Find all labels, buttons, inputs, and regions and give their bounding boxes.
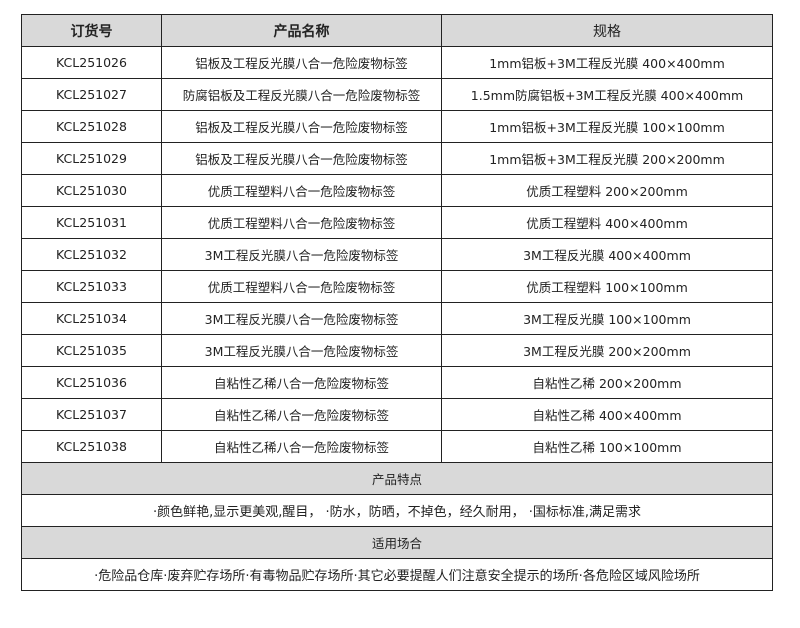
header-spec: 规格 xyxy=(441,14,773,47)
table-row: KCL251033 优质工程塑料八合一危险废物标签 优质工程塑料 100×100mm xyxy=(21,270,773,303)
product-name-cell: 自粘性乙稀八合一危险废物标签 xyxy=(161,366,442,399)
product-name-cell: 3M工程反光膜八合一危险废物标签 xyxy=(161,334,442,367)
order-no-cell: KCL251033 xyxy=(21,270,162,303)
order-no-cell: KCL251032 xyxy=(21,238,162,271)
header-row: 订货号 产品名称 规格 xyxy=(21,14,773,47)
spec-cell: 1mm铝板+3M工程反光膜 100×100mm xyxy=(441,110,773,143)
product-name-cell: 优质工程塑料八合一危险废物标签 xyxy=(161,174,442,207)
table-row: KCL251026 铝板及工程反光膜八合一危险废物标签 1mm铝板+3M工程反光膜 … xyxy=(21,46,773,79)
header-order-no: 订货号 xyxy=(21,14,162,47)
product-name-cell: 铝板及工程反光膜八合一危险废物标签 xyxy=(161,142,442,175)
product-name-cell: 自粘性乙稀八合一危险废物标签 xyxy=(161,398,442,431)
product-name-cell: 优质工程塑料八合一危险废物标签 xyxy=(161,206,442,239)
order-no-cell: KCL251027 xyxy=(21,78,162,111)
table-row: KCL251032 3M工程反光膜八合一危险废物标签 3M工程反光膜 400×400… xyxy=(21,238,773,271)
spec-cell: 优质工程塑料 100×100mm xyxy=(441,270,773,303)
order-no-cell: KCL251028 xyxy=(21,110,162,143)
table-row: KCL251028 铝板及工程反光膜八合一危险废物标签 1mm铝板+3M工程反光膜 … xyxy=(21,110,773,143)
header-product-name: 产品名称 xyxy=(161,14,442,47)
table-row: KCL251035 3M工程反光膜八合一危险废物标签 3M工程反光膜 200×200… xyxy=(21,334,773,367)
product-name-cell: 3M工程反光膜八合一危险废物标签 xyxy=(161,302,442,335)
product-table: 订货号 产品名称 规格 KCL251026 铝板及工程反光膜八合一危险废物标签 1m… xyxy=(21,14,773,591)
spec-cell: 1mm铝板+3M工程反光膜 400×400mm xyxy=(441,46,773,79)
table-row: KCL251031 优质工程塑料八合一危险废物标签 优质工程塑料 400×400mm xyxy=(21,206,773,239)
product-name-cell: 自粘性乙稀八合一危险废物标签 xyxy=(161,430,442,463)
table-row: KCL251037 自粘性乙稀八合一危险废物标签 自粘性乙稀 400×400mm xyxy=(21,398,773,431)
table-row: KCL251027 防腐铝板及工程反光膜八合一危险废物标签 1.5mm防腐铝板+3M… xyxy=(21,78,773,111)
table-row: KCL251036 自粘性乙稀八合一危险废物标签 自粘性乙稀 200×200mm xyxy=(21,366,773,399)
usage-text: ·危险品仓库·废弃贮存场所·有毒物品贮存场所·其它必要提醒人们注意安全提示的场所… xyxy=(21,558,773,591)
product-name-cell: 3M工程反光膜八合一危险废物标签 xyxy=(161,238,442,271)
product-name-cell: 防腐铝板及工程反光膜八合一危险废物标签 xyxy=(161,78,442,111)
usage-title: 适用场合 xyxy=(21,526,773,559)
spec-cell: 1.5mm防腐铝板+3M工程反光膜 400×400mm xyxy=(441,78,773,111)
product-name-cell: 优质工程塑料八合一危险废物标签 xyxy=(161,270,442,303)
order-no-cell: KCL251036 xyxy=(21,366,162,399)
spec-cell: 3M工程反光膜 400×400mm xyxy=(441,238,773,271)
order-no-cell: KCL251034 xyxy=(21,302,162,335)
features-text: ·颜色鲜艳,显示更美观,醒目， ·防水，防晒，不掉色，经久耐用， ·国标标准,满… xyxy=(21,494,773,527)
order-no-cell: KCL251026 xyxy=(21,46,162,79)
features-title: 产品特点 xyxy=(21,462,773,495)
spec-cell: 3M工程反光膜 200×200mm xyxy=(441,334,773,367)
spec-cell: 优质工程塑料 200×200mm xyxy=(441,174,773,207)
spec-cell: 自粘性乙稀 400×400mm xyxy=(441,398,773,431)
order-no-cell: KCL251038 xyxy=(21,430,162,463)
spec-cell: 自粘性乙稀 100×100mm xyxy=(441,430,773,463)
spec-cell: 优质工程塑料 400×400mm xyxy=(441,206,773,239)
order-no-cell: KCL251035 xyxy=(21,334,162,367)
spec-cell: 自粘性乙稀 200×200mm xyxy=(441,366,773,399)
product-name-cell: 铝板及工程反光膜八合一危险废物标签 xyxy=(161,110,442,143)
spec-cell: 3M工程反光膜 100×100mm xyxy=(441,302,773,335)
table-row: KCL251030 优质工程塑料八合一危险废物标签 优质工程塑料 200×200mm xyxy=(21,174,773,207)
order-no-cell: KCL251031 xyxy=(21,206,162,239)
order-no-cell: KCL251030 xyxy=(21,174,162,207)
spec-cell: 1mm铝板+3M工程反光膜 200×200mm xyxy=(441,142,773,175)
order-no-cell: KCL251037 xyxy=(21,398,162,431)
table-row: KCL251038 自粘性乙稀八合一危险废物标签 自粘性乙稀 100×100mm xyxy=(21,430,773,463)
order-no-cell: KCL251029 xyxy=(21,142,162,175)
table-row: KCL251034 3M工程反光膜八合一危险废物标签 3M工程反光膜 100×100… xyxy=(21,302,773,335)
table-row: KCL251029 铝板及工程反光膜八合一危险废物标签 1mm铝板+3M工程反光膜 … xyxy=(21,142,773,175)
product-name-cell: 铝板及工程反光膜八合一危险废物标签 xyxy=(161,46,442,79)
